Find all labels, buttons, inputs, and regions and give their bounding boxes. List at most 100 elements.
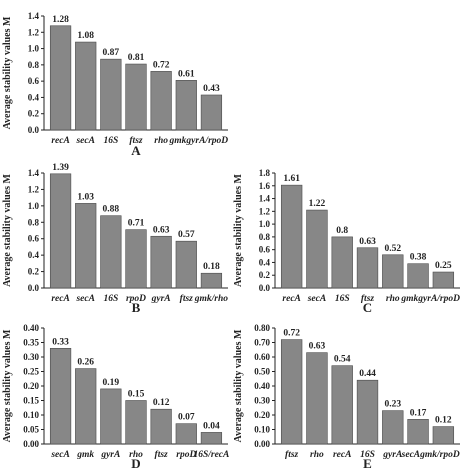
bar bbox=[100, 215, 122, 289]
data-label: 0.19 bbox=[103, 378, 120, 388]
data-label: 0.61 bbox=[178, 69, 195, 79]
x-tick-label: 16S bbox=[360, 450, 375, 460]
bar bbox=[200, 272, 223, 289]
y-tick-label: 0.00 bbox=[23, 439, 39, 449]
x-tick-label: recA bbox=[282, 294, 300, 304]
y-tick-label: 0.20 bbox=[254, 410, 270, 420]
bar bbox=[175, 80, 197, 131]
data-label: 0.8 bbox=[336, 226, 348, 236]
bar bbox=[280, 184, 303, 289]
bar bbox=[150, 71, 172, 131]
y-tick-label: 0.50 bbox=[254, 367, 270, 377]
x-tick-label: 16S bbox=[103, 136, 118, 146]
x-tick-label: rho bbox=[386, 294, 400, 304]
data-label: 0.25 bbox=[435, 261, 452, 271]
data-label: 0.43 bbox=[203, 84, 220, 94]
x-tick-label: gyrA bbox=[100, 450, 120, 460]
bar bbox=[125, 63, 147, 131]
x-tick-label: secAgmk/rpoD bbox=[401, 450, 460, 460]
bar bbox=[382, 410, 404, 445]
panel-label: E bbox=[363, 456, 372, 471]
data-label: 1.08 bbox=[77, 31, 94, 41]
y-tick-label: 0.8 bbox=[28, 217, 40, 227]
bar bbox=[125, 400, 147, 445]
x-tick-label: rho bbox=[154, 136, 168, 146]
bar bbox=[150, 408, 172, 445]
panel-label: A bbox=[131, 143, 141, 158]
data-label: 0.87 bbox=[103, 48, 120, 58]
x-tick-label: secA bbox=[307, 294, 326, 304]
x-tick-label: rho bbox=[129, 450, 143, 460]
x-tick-label: recA bbox=[333, 450, 351, 460]
bar bbox=[75, 203, 97, 289]
y-tick-label: 0.30 bbox=[254, 396, 270, 406]
y-tick-label: 0.2 bbox=[28, 109, 40, 119]
y-tick-label: 0.4 bbox=[28, 92, 40, 102]
y-tick-label: 0.6 bbox=[28, 76, 40, 86]
data-label: 0.07 bbox=[178, 413, 195, 423]
y-tick-label: 0.15 bbox=[23, 396, 39, 406]
x-tick-label: recA bbox=[51, 136, 69, 146]
x-tick-label: ftsz bbox=[361, 294, 375, 304]
data-label: 1.03 bbox=[77, 192, 94, 202]
y-tick-label: 0.80 bbox=[254, 323, 270, 333]
y-tick-label: 1.6 bbox=[259, 181, 271, 191]
y-tick-label: 0.00 bbox=[254, 439, 270, 449]
data-label: 0.54 bbox=[334, 355, 351, 365]
data-label: 1.22 bbox=[309, 199, 326, 209]
data-label: 0.44 bbox=[359, 369, 376, 379]
x-tick-label: gmk/rho bbox=[194, 294, 229, 304]
y-axis-label: Average stability values M bbox=[2, 329, 13, 442]
bar bbox=[175, 240, 197, 289]
panel-label: B bbox=[132, 300, 141, 315]
data-label: 0.26 bbox=[77, 358, 94, 368]
y-axis-label: Average stability values M bbox=[233, 329, 244, 442]
bar bbox=[432, 271, 455, 289]
y-tick-label: 1.2 bbox=[28, 184, 40, 194]
bar bbox=[150, 235, 172, 289]
chart-panel-a: 0.0 0.2 0.4 0.6 0.8 1.0 1.2 1.4 Average stabilit… bbox=[2, 11, 228, 158]
x-tick-label: secA bbox=[50, 450, 69, 460]
y-tick-label: 0.25 bbox=[23, 367, 39, 377]
bar bbox=[382, 254, 404, 289]
y-tick-label: 0.0 bbox=[259, 283, 271, 293]
bar bbox=[125, 229, 147, 289]
bar bbox=[306, 209, 328, 289]
y-tick-label: 0.6 bbox=[28, 234, 40, 244]
x-tick-label: ftsz bbox=[285, 450, 299, 460]
y-axis-label: Average stability values M bbox=[233, 174, 244, 287]
x-tick-label: rpoD bbox=[176, 450, 196, 460]
bar bbox=[280, 339, 303, 445]
bar bbox=[75, 41, 97, 131]
bar bbox=[356, 379, 379, 445]
bar bbox=[49, 25, 72, 131]
x-tick-label: recA bbox=[51, 294, 69, 304]
y-tick-label: 0.2 bbox=[259, 270, 271, 280]
x-tick-label: gmk bbox=[76, 450, 94, 460]
y-tick-label: 0.0 bbox=[28, 283, 40, 293]
bar bbox=[175, 423, 197, 445]
y-tick-label: 1.4 bbox=[259, 194, 271, 204]
chart-panel-c: 0.0 0.2 0.4 0.6 0.8 1.0 1.2 1.4 1.6 1.8 Average st… bbox=[233, 168, 460, 315]
y-axis-label: Average stability values M bbox=[2, 16, 13, 129]
data-label: 0.63 bbox=[359, 237, 376, 247]
bar bbox=[49, 347, 72, 445]
chart-panel-e: 0.00 0.10 0.20 0.30 0.40 0.50 0.60 0.70 0.80 Aver… bbox=[233, 323, 460, 471]
x-tick-label: gmkgyrA/rpoD bbox=[400, 294, 460, 304]
chart-panel-d: 0.00 0.05 0.10 0.15 0.20 0.25 0.30 0.35 0.40 Aver… bbox=[2, 323, 229, 471]
data-label: 0.12 bbox=[153, 398, 170, 408]
data-label: 0.52 bbox=[384, 244, 401, 254]
y-tick-label: 1.4 bbox=[28, 168, 40, 178]
x-tick-label: ftsz bbox=[129, 136, 143, 146]
data-label: 0.81 bbox=[128, 53, 145, 63]
bar bbox=[432, 426, 455, 445]
data-label: 0.12 bbox=[435, 416, 452, 426]
bar bbox=[200, 432, 223, 445]
x-tick-label: secA bbox=[75, 136, 94, 146]
bar bbox=[356, 247, 379, 289]
data-label: 0.33 bbox=[52, 337, 69, 347]
x-tick-label: gyrA bbox=[382, 450, 402, 460]
x-tick-label: ftsz bbox=[155, 450, 169, 460]
bar bbox=[49, 173, 72, 289]
